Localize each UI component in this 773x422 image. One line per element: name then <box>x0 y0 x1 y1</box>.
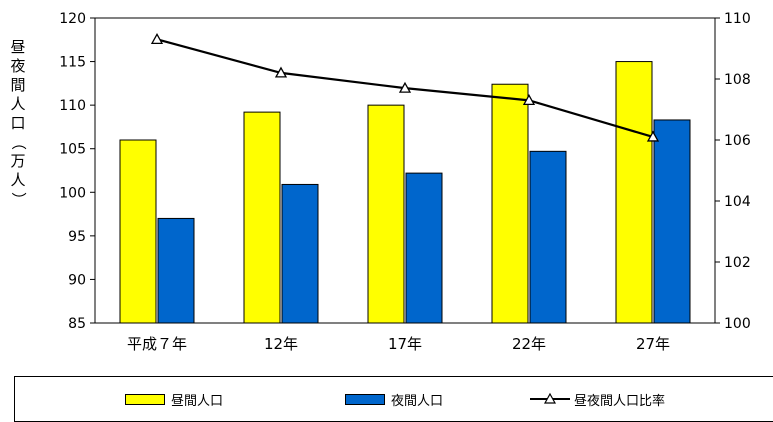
marker-ratio-3 <box>522 94 536 105</box>
x-tick-label-4: 27年 <box>636 335 670 353</box>
legend: 昼間人口 夜間人口 昼夜間人口比率 <box>14 376 773 422</box>
bar-nighttime-1 <box>281 183 319 324</box>
legend-label-ratio: 昼夜間人口比率 <box>574 393 666 409</box>
marker-ratio-0 <box>150 33 164 44</box>
right-tick-label-2: 106 <box>724 133 751 149</box>
marker-ratio-1 <box>274 66 288 78</box>
legend-label-daytime: 昼間人口 <box>171 393 224 409</box>
bar-daytime-3 <box>491 83 529 324</box>
x-tick-label-0: 平成７年 <box>127 335 187 353</box>
right-tick-label-5: 100 <box>724 316 751 332</box>
x-tick-label-2: 17年 <box>388 335 422 353</box>
right-tick-label-0: 110 <box>724 11 751 27</box>
marker-ratio-4 <box>646 130 660 142</box>
bar-daytime-0 <box>119 139 157 324</box>
left-tick-label-3: 105 <box>59 142 86 158</box>
bar-nighttime-0 <box>157 217 195 324</box>
x-tick-label-1: 12年 <box>264 335 298 353</box>
legend-swatch-daytime <box>125 393 165 405</box>
left-tick-label-7: 85 <box>68 316 86 332</box>
left-tick-label-6: 90 <box>68 272 86 288</box>
left-tick-label-2: 110 <box>59 98 86 114</box>
legend-item-ratio: 昼夜間人口比率 <box>530 390 666 409</box>
bar-nighttime-2 <box>405 172 443 324</box>
bar-daytime-1 <box>243 111 281 324</box>
legend-swatch-nighttime <box>345 393 385 405</box>
left-tick-label-1: 115 <box>59 55 86 71</box>
plot-area <box>94 17 716 324</box>
bar-daytime-2 <box>367 104 405 324</box>
bar-nighttime-4 <box>653 119 691 324</box>
legend-swatch-ratio <box>530 392 570 406</box>
right-tick-label-4: 102 <box>724 255 751 271</box>
legend-item-daytime: 昼間人口 <box>125 390 224 409</box>
bar-nighttime-3 <box>529 150 567 324</box>
left-tick-label-0: 120 <box>59 11 86 27</box>
right-tick-label-3: 104 <box>724 194 751 210</box>
legend-label-nighttime: 夜間人口 <box>391 393 444 409</box>
legend-item-nighttime: 夜間人口 <box>345 390 444 409</box>
left-tick-label-5: 95 <box>68 229 86 245</box>
x-tick-label-3: 22年 <box>512 335 546 353</box>
left-tick-label-4: 100 <box>59 185 86 201</box>
marker-ratio-2 <box>398 81 412 93</box>
right-tick-label-1: 108 <box>724 72 751 88</box>
bar-daytime-4 <box>615 61 653 324</box>
y-axis-label: 昼夜間人口（万人） <box>9 38 28 207</box>
